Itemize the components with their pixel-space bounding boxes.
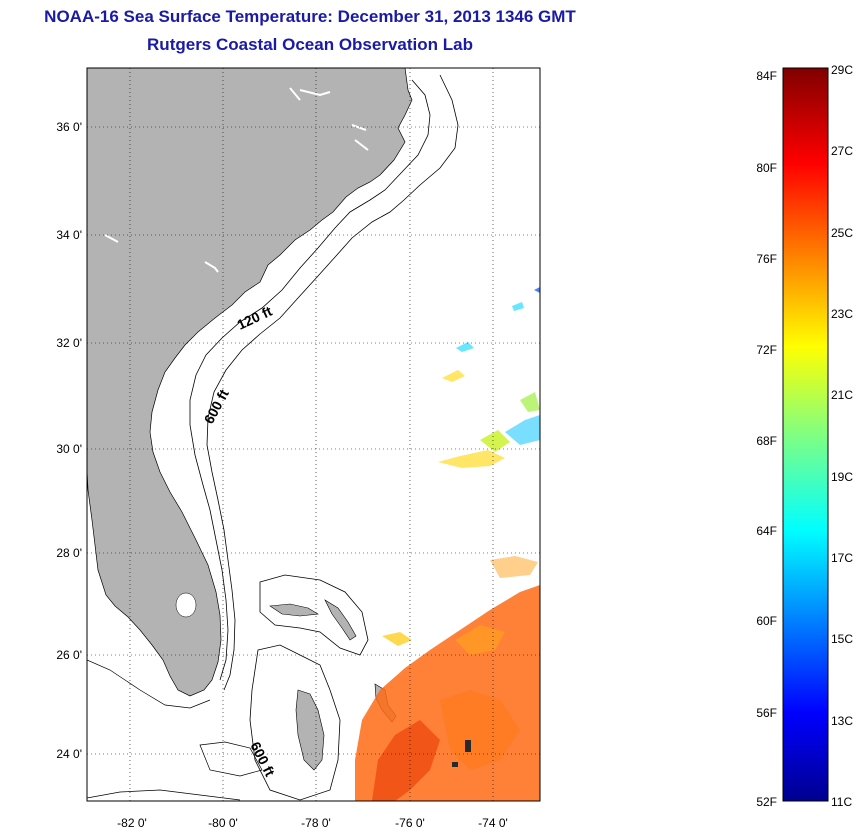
colorbar-c-label: 13C [831, 714, 853, 728]
colorbar-f-label: 64F [756, 524, 777, 538]
colorbar-c-label: 27C [831, 144, 853, 158]
map-title: NOAA-16 Sea Surface Temperature: Decembe… [44, 7, 576, 26]
lat-tick-label: 32 0' [56, 336, 82, 350]
contour-600ft [206, 74, 459, 691]
florida-keys-contour [87, 659, 211, 709]
colorbar-c-label: 21C [831, 388, 853, 402]
colorbar-fahrenheit-labels: 84F 80F 76F 72F 68F 64F 60F 56F 52F [756, 69, 777, 809]
lon-tick-label: -76 0' [395, 816, 425, 830]
colorbar-c-label: 23C [831, 307, 853, 321]
colorbar-f-label: 80F [756, 161, 777, 175]
longitude-axis: -82 0' -80 0' -78 0' -76 0' -74 0' [117, 816, 508, 830]
colorbar-c-label: 17C [831, 551, 853, 565]
map-subtitle: Rutgers Coastal Ocean Observation Lab [147, 35, 473, 54]
colorbar-c-label: 19C [831, 470, 853, 484]
lat-tick-label: 34 0' [56, 228, 82, 242]
lon-tick-label: -82 0' [117, 816, 147, 830]
map-frame [86, 67, 541, 802]
colorbar-c-label: 11C [831, 795, 852, 809]
colorbar-f-label: 72F [756, 343, 777, 357]
colorbar-f-label: 56F [756, 706, 777, 720]
lon-tick-label: -78 0' [301, 816, 331, 830]
lat-tick-label: 24 0' [56, 747, 82, 761]
contour-120ft [189, 79, 431, 681]
lon-tick-label: -74 0' [478, 816, 508, 830]
inland-lakes [104, 234, 219, 273]
albemarle-sound [351, 124, 369, 151]
lat-tick-label: 28 0' [56, 546, 82, 560]
colorbar-f-label: 76F [756, 252, 777, 266]
sst-data-overlay [355, 287, 540, 801]
mainland-landmass [87, 68, 413, 697]
colorbar-f-label: 60F [756, 614, 777, 628]
colorbar-f-label: 84F [756, 69, 777, 83]
pamlico-sound [289, 87, 331, 101]
colorbar-f-label: 68F [756, 434, 777, 448]
colorbar-c-label: 15C [831, 632, 853, 646]
great-abaco-island [324, 599, 357, 641]
lon-tick-label: -80 0' [208, 816, 238, 830]
southern-contour [87, 741, 263, 801]
great-bahama-bank-contour [249, 644, 341, 801]
latitude-axis: 36 0' 34 0' 32 0' 30 0' 28 0' 26 0' 24 0… [56, 120, 82, 761]
colorbar-f-label: 52F [756, 795, 777, 809]
lat-tick-label: 26 0' [56, 648, 82, 662]
temperature-colorbar [782, 67, 829, 802]
grand-bahama-island [269, 603, 319, 617]
lat-tick-label: 30 0' [56, 442, 82, 456]
colorbar-c-label: 29C [831, 63, 853, 77]
andros-island [295, 689, 325, 771]
colorbar-celsius-labels: 29C 27C 25C 23C 21C 19C 17C 15C 13C 11C [831, 63, 853, 809]
lat-tick-label: 36 0' [56, 120, 82, 134]
lake-okeechobee [175, 592, 197, 618]
colorbar-c-label: 25C [831, 226, 853, 240]
